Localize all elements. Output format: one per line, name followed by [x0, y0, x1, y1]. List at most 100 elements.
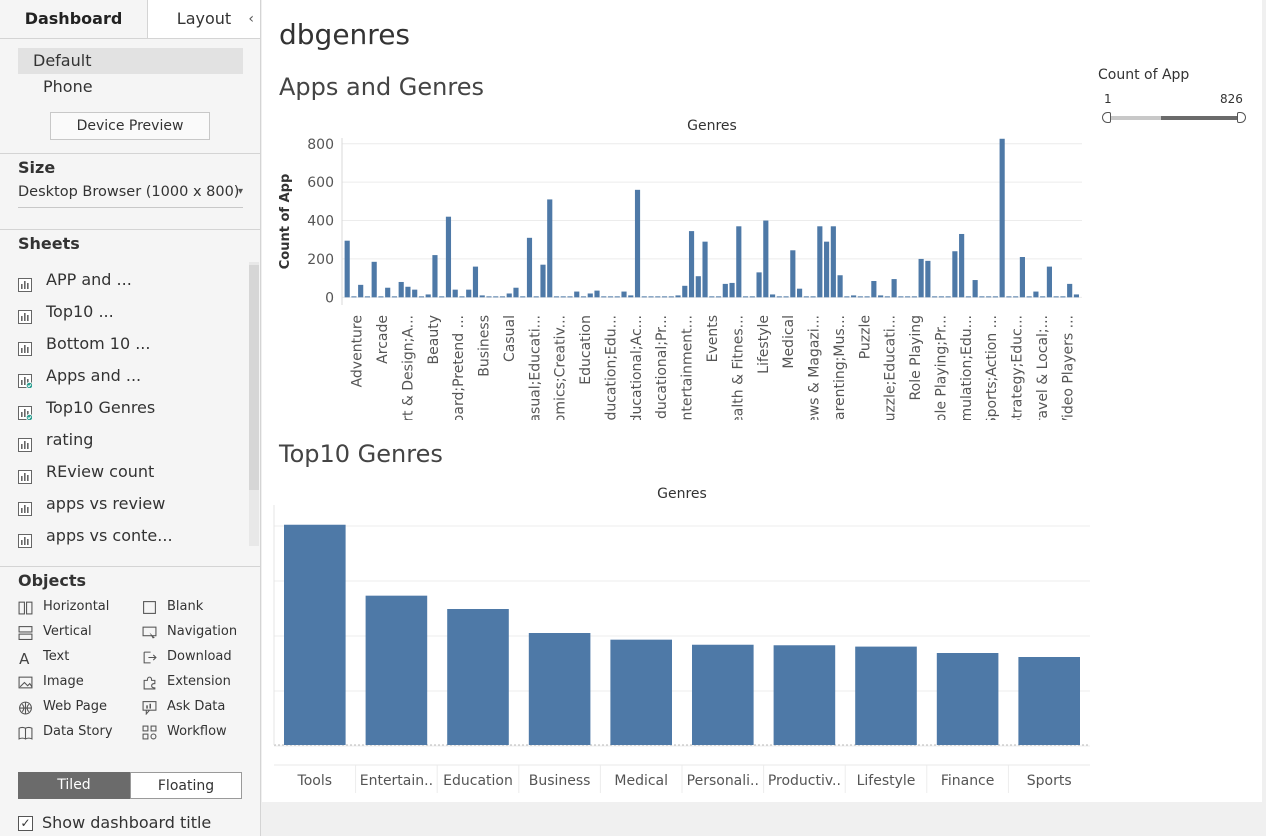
- sheets-scrollbar-thumb[interactable]: [249, 265, 259, 490]
- caret-down-icon: ▾: [237, 186, 243, 197]
- bar: [905, 296, 911, 298]
- sidebar-tabs: Dashboard Layout ‹: [0, 0, 261, 39]
- bar: [763, 220, 769, 298]
- sheet-item-label: Top10 Genres: [46, 398, 156, 417]
- x-tick-label: Role Playing: [908, 315, 924, 400]
- bar: [418, 296, 425, 298]
- bar: [610, 639, 672, 745]
- device-preview-button[interactable]: Device Preview: [50, 112, 210, 140]
- bar: [607, 296, 614, 298]
- bar: [729, 282, 735, 298]
- bar: [932, 296, 938, 298]
- x-tick-label: Entertainment...: [680, 315, 696, 420]
- text-icon: A: [18, 650, 33, 668]
- bar: [790, 250, 796, 298]
- bar: [938, 296, 944, 298]
- object-label: Data Story: [43, 724, 113, 739]
- bar: [1033, 291, 1039, 298]
- x-tick-label: Education;Edu...: [603, 315, 619, 420]
- x-tick-label: Tools: [297, 773, 333, 789]
- data-story-icon: [18, 725, 33, 740]
- collapse-chevron-icon[interactable]: ‹: [248, 11, 254, 27]
- bar: [634, 189, 641, 298]
- tab-layout-label: Layout: [176, 9, 232, 28]
- chart-header: Genres: [657, 486, 707, 502]
- bar: [824, 241, 830, 298]
- tab-dashboard[interactable]: Dashboard: [0, 0, 147, 38]
- bar: [628, 295, 634, 298]
- bar: [742, 296, 749, 298]
- bar: [351, 296, 357, 298]
- bar: [385, 287, 391, 298]
- image-icon: [18, 675, 33, 690]
- bar: [688, 231, 695, 298]
- divider: [0, 229, 261, 230]
- show-title-checkbox[interactable]: ✓: [18, 816, 33, 831]
- x-tick-label: Educational;Pr...: [654, 315, 670, 420]
- filter-slider-fill: [1161, 116, 1240, 120]
- tiled-toggle[interactable]: Tiled: [18, 772, 130, 799]
- bar: [972, 280, 978, 298]
- worksheet-icon: [18, 529, 32, 548]
- x-tick-label: Sports;Action ...: [984, 315, 1000, 420]
- floating-toggle[interactable]: Floating: [130, 772, 242, 799]
- bar: [540, 264, 546, 298]
- bar: [810, 296, 816, 298]
- x-tick-label: Events: [705, 315, 721, 362]
- divider: [0, 566, 261, 567]
- filter-min-value: 1: [1104, 92, 1112, 106]
- worksheet-used-icon: [18, 369, 34, 390]
- bar: [891, 279, 897, 298]
- x-tick-label: Health & Fitnes...: [730, 315, 746, 420]
- x-tick-label: Simulation;Edu...: [959, 315, 975, 420]
- x-tick-label: Board;Pretend ...: [451, 315, 467, 420]
- bar: [675, 295, 681, 298]
- bar: [344, 240, 350, 298]
- bar: [925, 260, 931, 298]
- bar: [918, 258, 924, 298]
- y-tick-label: 0: [325, 290, 334, 306]
- bar: [783, 296, 789, 298]
- tab-layout[interactable]: Layout ‹: [147, 0, 260, 38]
- bar: [553, 296, 560, 298]
- bar: [648, 296, 654, 298]
- sheet-item-label: rating: [46, 430, 94, 449]
- download-icon: [142, 650, 157, 665]
- bar: [979, 296, 985, 298]
- worksheet-icon: [18, 305, 32, 324]
- bar: [472, 266, 479, 298]
- show-title-label: Show dashboard title: [42, 813, 212, 832]
- device-default[interactable]: Default: [18, 48, 243, 74]
- x-tick-label: Lifestyle: [756, 315, 772, 374]
- bar: [641, 296, 647, 298]
- x-tick-label: Education: [443, 773, 513, 789]
- bar: [692, 644, 754, 745]
- apps-and-genres-chart: Genres 0 200 400 600 800 Count of App Adventure…: [278, 118, 1082, 420]
- dashboard-sidebar: Dashboard Layout ‹ Default Phone Device …: [0, 0, 261, 836]
- size-dropdown[interactable]: Desktop Browser (1000 x 800) ▾: [18, 184, 243, 208]
- bar: [797, 288, 803, 298]
- x-tick-label: Entertain..: [360, 773, 433, 789]
- x-tick-label: Lifestyle: [857, 773, 916, 789]
- x-tick-label: Beauty: [426, 315, 442, 364]
- bar: [425, 294, 431, 298]
- extension-icon: [142, 675, 157, 690]
- x-tick-label: Medical: [781, 315, 797, 369]
- bar: [520, 296, 526, 298]
- x-tick-label: Art & Design;A...: [400, 315, 416, 420]
- filter-title: Count of App: [1098, 67, 1190, 83]
- bar: [412, 289, 418, 298]
- x-tick-label: Puzzle: [857, 315, 873, 359]
- filter-slider-max-handle[interactable]: [1237, 112, 1246, 123]
- x-tick-label: Parenting;Mus...: [832, 315, 848, 420]
- filter-slider-min-handle[interactable]: [1102, 112, 1111, 123]
- top10-genres-chart: Genres Tools Entertain.. Education Business M…: [273, 486, 1090, 793]
- device-phone[interactable]: Phone: [43, 77, 93, 96]
- navigation-icon: [142, 625, 157, 640]
- bar: [1019, 257, 1025, 298]
- divider: [0, 153, 261, 154]
- bar: [1060, 296, 1066, 298]
- vertical-container-icon: [18, 625, 33, 640]
- bar: [936, 653, 999, 745]
- sheet-title-top10-genres: Top10 Genres: [279, 440, 443, 468]
